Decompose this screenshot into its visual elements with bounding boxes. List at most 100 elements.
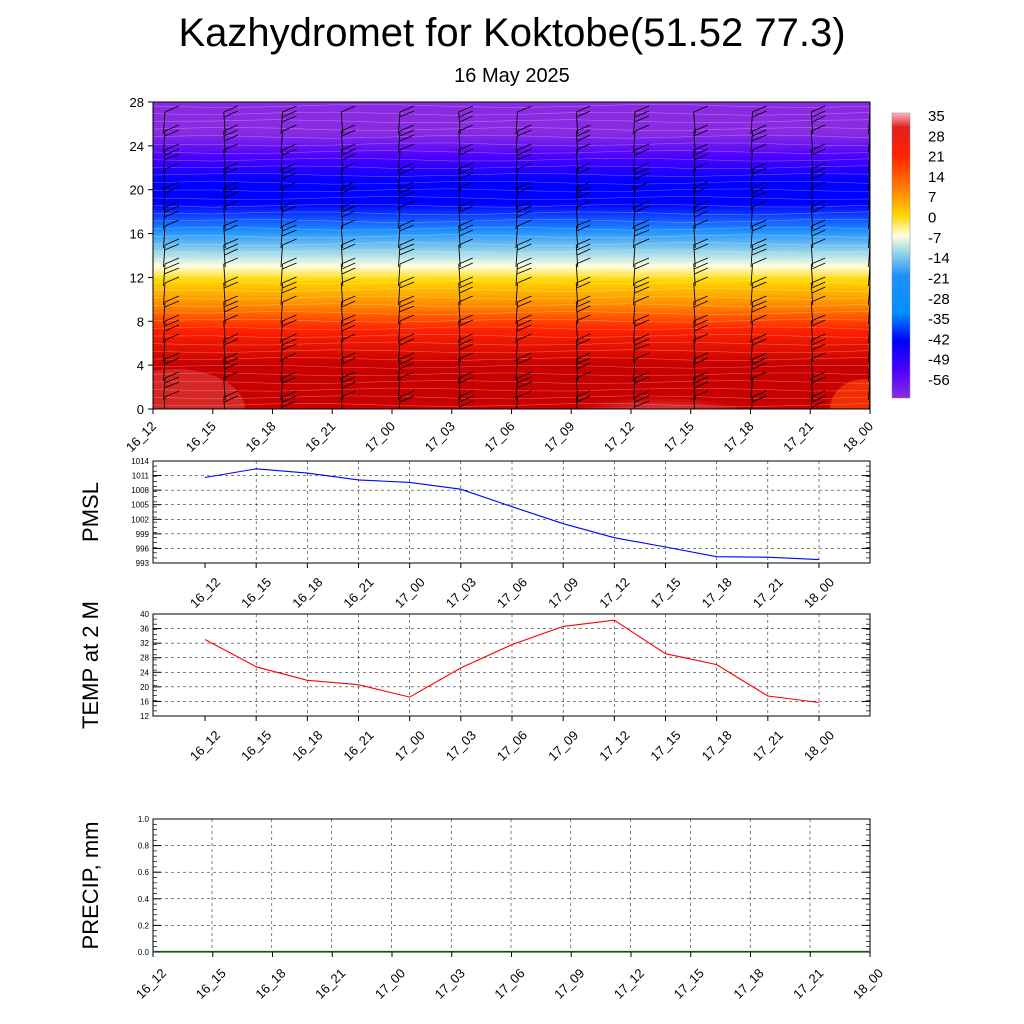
wind-barb-feather xyxy=(281,286,297,294)
wind-barb-feather xyxy=(516,129,532,137)
wind-barb-feather xyxy=(693,300,708,308)
wind-barb-feather xyxy=(576,200,591,208)
wind-barb-shaft xyxy=(398,111,401,135)
wind-barb-feather xyxy=(869,396,870,397)
heatmap-isoline xyxy=(153,196,870,200)
wind-barb-feather xyxy=(459,172,473,180)
pmsl-ylabel: PMSL xyxy=(78,482,103,542)
wind-barb-feather xyxy=(281,110,297,118)
wind-barb-feather xyxy=(751,134,767,142)
wind-barb-feather xyxy=(634,333,650,341)
wind-barb-feather xyxy=(458,105,473,113)
wind-barb-shaft xyxy=(515,320,518,344)
wind-barb-feather xyxy=(516,153,532,161)
wind-barb-feather xyxy=(164,243,180,251)
wind-barb-feather xyxy=(634,400,650,408)
wind-barb-shaft xyxy=(163,149,166,173)
wind-barb-shaft xyxy=(280,339,283,363)
wind-barb-shaft xyxy=(280,225,283,249)
wind-barb-feather xyxy=(517,162,532,170)
wind-barb-feather xyxy=(869,377,870,378)
wind-barb-feather xyxy=(576,357,591,365)
wind-barb-shaft xyxy=(750,244,753,268)
wind-barb-feather xyxy=(341,324,356,332)
wind-barb-feather xyxy=(399,300,415,308)
wind-barb-feather xyxy=(458,295,473,303)
wind-barb-feather xyxy=(576,281,591,289)
wind-barb-shaft xyxy=(398,168,401,192)
wind-barb-feather xyxy=(634,124,650,132)
wind-barb-feather xyxy=(751,167,767,175)
heatmap-ytick-label: 4 xyxy=(137,358,144,373)
heatmap-isoline xyxy=(153,173,870,177)
heatmap-isoline xyxy=(153,272,870,277)
precip-ytick-label: 1.0 xyxy=(138,815,150,824)
wind-barb-feather xyxy=(751,357,767,365)
wind-barb-feather xyxy=(693,376,708,384)
heatmap-xtick-label: 17_03 xyxy=(422,419,458,455)
wind-barb-feather xyxy=(576,243,591,251)
wind-barb-feather xyxy=(281,395,297,403)
wind-barb-feather xyxy=(399,238,415,246)
wind-barb-feather xyxy=(576,248,591,256)
temp-xtick-label: 17_21 xyxy=(750,728,786,764)
heatmap-isoline xyxy=(153,334,870,338)
wind-barb-feather xyxy=(164,238,180,246)
wind-barb-feather xyxy=(341,262,356,270)
wind-barb-feather xyxy=(869,382,870,384)
wind-barb-feather xyxy=(811,105,826,113)
wind-barb-shaft xyxy=(280,130,283,154)
colorbar-label: -7 xyxy=(928,230,941,247)
wind-barb-feather xyxy=(517,124,532,132)
wind-barb-shaft xyxy=(163,187,166,211)
wind-barb-feather xyxy=(282,181,297,189)
temp-xtick-label: 16_15 xyxy=(238,728,274,764)
wind-barb-feather xyxy=(634,105,650,113)
wind-barb-feather xyxy=(164,300,180,308)
wind-barb-feather xyxy=(811,371,826,379)
wind-barb-shaft xyxy=(750,320,753,344)
wind-barb-feather xyxy=(751,281,767,289)
wind-barb-feather xyxy=(164,219,180,227)
wind-barb-shaft xyxy=(515,244,518,268)
wind-barb-feather xyxy=(281,115,297,123)
wind-barb-feather xyxy=(752,143,767,151)
wind-barb-feather xyxy=(869,216,870,218)
wind-barb-feather xyxy=(164,333,180,341)
wind-barb-feather xyxy=(164,162,180,170)
wind-barb-shaft xyxy=(163,396,166,409)
wind-barb-feather xyxy=(458,219,473,227)
wind-barb-feather xyxy=(634,352,650,360)
wind-barb-feather xyxy=(223,257,238,265)
wind-barb-feather xyxy=(634,395,650,403)
wind-barb-feather xyxy=(516,267,532,275)
wind-barb-shaft xyxy=(515,377,518,401)
wind-barb-feather xyxy=(634,314,650,322)
wind-barb-shaft xyxy=(750,130,753,154)
temp-ytick-label: 20 xyxy=(140,683,149,692)
precip-ytick-label: 0.0 xyxy=(138,948,150,957)
wind-barb-feather xyxy=(281,400,297,408)
wind-barb-feather xyxy=(634,238,650,246)
wind-barb-feather xyxy=(694,210,708,218)
wind-barb-feather xyxy=(811,286,826,294)
wind-barb-feather xyxy=(458,371,473,379)
wind-barb-feather xyxy=(634,338,650,346)
heatmap-isoline xyxy=(153,150,870,154)
wind-barb-shaft xyxy=(750,149,753,173)
heatmap-warm-right xyxy=(830,379,870,409)
wind-barb-feather xyxy=(281,172,297,180)
wind-barb-feather xyxy=(517,238,532,246)
precip-xtick-label: 17_21 xyxy=(790,966,826,1002)
wind-barb-shaft xyxy=(398,244,401,268)
wind-barb-feather xyxy=(458,338,473,346)
wind-barb-feather xyxy=(811,295,826,303)
wind-barb-feather xyxy=(459,115,473,123)
wind-barb-feather xyxy=(224,191,238,199)
colorbar-label: -49 xyxy=(928,352,950,369)
wind-barb-feather xyxy=(694,324,708,332)
wind-barb-feather xyxy=(811,338,826,346)
wind-barb-feather xyxy=(164,357,180,365)
precip-ylabel: PRECIP, mm xyxy=(78,822,103,950)
wind-barb-feather xyxy=(399,395,415,403)
